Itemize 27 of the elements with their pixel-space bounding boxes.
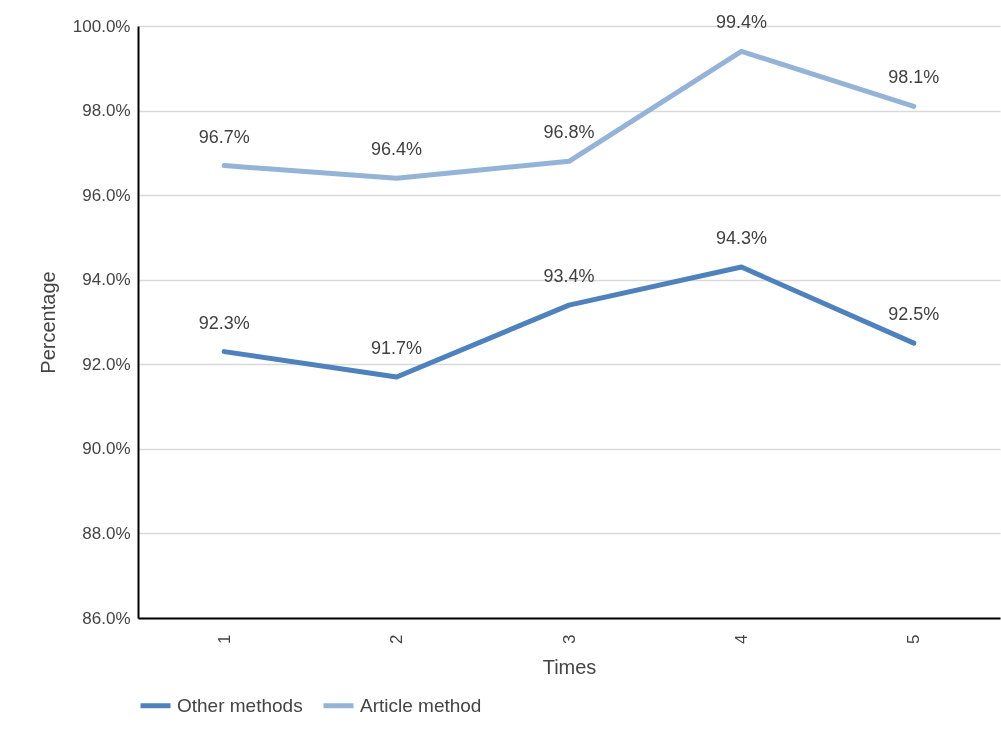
y-tick-label: 90.0% <box>82 439 131 459</box>
x-tick-label: 3 <box>559 634 579 644</box>
y-axis-title: Percentage <box>36 271 59 374</box>
x-tick-label: 4 <box>731 634 751 644</box>
legend-label: Article method <box>360 694 482 716</box>
data-label: 99.4% <box>715 12 767 33</box>
y-tick-label: 98.0% <box>82 101 131 121</box>
data-label: 98.1% <box>888 67 940 88</box>
data-label: 96.4% <box>371 139 423 160</box>
y-tick-label: 94.0% <box>82 270 131 290</box>
data-label: 94.3% <box>715 228 767 249</box>
y-tick-label: 92.0% <box>82 354 131 374</box>
y-tick-label: 88.0% <box>82 523 131 543</box>
data-label: 92.3% <box>198 312 250 333</box>
y-tick-label: 86.0% <box>82 608 131 628</box>
data-label: 96.8% <box>543 122 595 143</box>
x-tick-label: 5 <box>904 634 924 644</box>
data-label: 92.5% <box>888 304 940 325</box>
data-label: 96.7% <box>198 126 250 147</box>
y-tick-label: 100.0% <box>72 16 131 36</box>
data-label: 93.4% <box>543 266 595 287</box>
x-tick-label: 1 <box>214 634 234 644</box>
data-label: 91.7% <box>371 337 423 358</box>
y-tick-label: 96.0% <box>82 185 131 205</box>
x-tick-label: 2 <box>387 634 407 644</box>
x-axis-title: Times <box>542 655 597 678</box>
legend-label: Other methods <box>177 694 303 716</box>
